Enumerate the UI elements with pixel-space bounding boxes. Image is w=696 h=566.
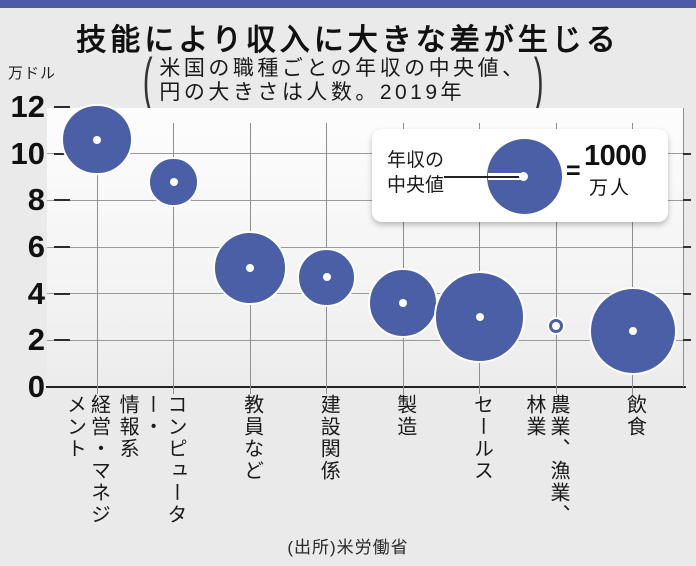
subtitle-text: 米国の職種ごとの年収の中央値、 円の大きさは人数。2019年 [159,57,526,105]
x-gridline [632,123,634,394]
subtitle-line-2: 円の大きさは人数。2019年 [159,81,466,104]
source-note: (出所)米労働省 [287,538,409,557]
bubble-center-dot [322,273,331,282]
x-gridline [173,123,175,394]
y-tick [54,152,70,155]
chart-bubble [213,231,288,305]
y-gridline [47,153,683,155]
bubble-center-dot [92,135,101,144]
legend-reference-value: 1000 [584,140,647,172]
chart-bubble [148,156,199,207]
bubble-center-dot [169,177,178,186]
legend-equals-sign: = [566,157,581,185]
chart-bubble [297,247,357,307]
y-tick-label: 6 [27,229,45,264]
y-tick [54,106,70,108]
x-axis-line [46,386,686,388]
right-tick [683,152,691,155]
right-tick [683,246,691,248]
y-gridline [47,246,683,248]
close-paren: ) [533,46,544,115]
page-title: 技能により収入に大きな差が生じる [76,24,620,57]
bubble-center-dot [246,263,255,272]
y-tick-label: 12 [10,89,45,124]
bubble-center-dot [628,326,637,335]
chart-bubble [434,271,526,363]
x-gridline [555,123,557,394]
x-gridline [479,123,481,394]
x-gridline [96,123,98,394]
y-tick-label: 10 [10,135,45,171]
y-tick-label: 8 [27,182,45,218]
chart-bubble [368,268,439,338]
x-gridline [402,123,404,394]
legend-bubble-center-dot [519,172,528,181]
x-axis-label: 経営・マネジ メント [63,394,110,526]
x-axis-label: 農業、漁業、 林業 [522,394,569,526]
legend-label: 年収の 中央値 [380,148,444,198]
top-accent-bar [0,0,696,8]
chart-bubble [547,317,566,336]
y-tick-label: 4 [27,275,45,311]
bubble-center-dot [552,322,561,331]
y-tick [54,246,70,248]
chart-bubble [61,104,133,176]
x-axis-label: 教員など [240,394,263,482]
y-tick [54,199,70,202]
legend-pointer-line [444,175,524,178]
x-axis-label: コンピューター・ 情報系 [116,394,187,526]
x-axis-label: 飲食 [623,394,646,438]
x-axis-label: 建設関係 [317,394,340,482]
y-tick-label: 0 [27,369,45,404]
y-gridline [47,199,683,201]
legend-label-line-1: 年収の [386,150,444,171]
y-gridline [47,293,683,295]
legend-reference-unit: 万人 [589,178,632,199]
y-axis-unit-label: 万ドル [8,65,57,82]
chart-bubble [588,286,678,376]
right-tick [683,339,691,342]
legend-label-line-2: 中央値 [386,175,444,196]
right-tick [683,199,691,202]
x-axis-label: 製造 [393,394,416,438]
x-axis-label: セールス [470,394,493,482]
y-tick-label: 2 [27,322,45,358]
open-paren: ( [142,46,153,115]
y-tick [54,292,70,295]
y-tick [54,339,70,342]
bubble-center-dot [475,312,484,321]
subtitle: ( 米国の職種ごとの年収の中央値、 円の大きさは人数。2019年 ) [138,46,548,115]
right-tick [683,292,691,295]
bubble-center-dot [399,298,408,307]
y-gridline [47,339,683,341]
subtitle-line-1: 米国の職種ごとの年収の中央値、 [159,57,527,80]
